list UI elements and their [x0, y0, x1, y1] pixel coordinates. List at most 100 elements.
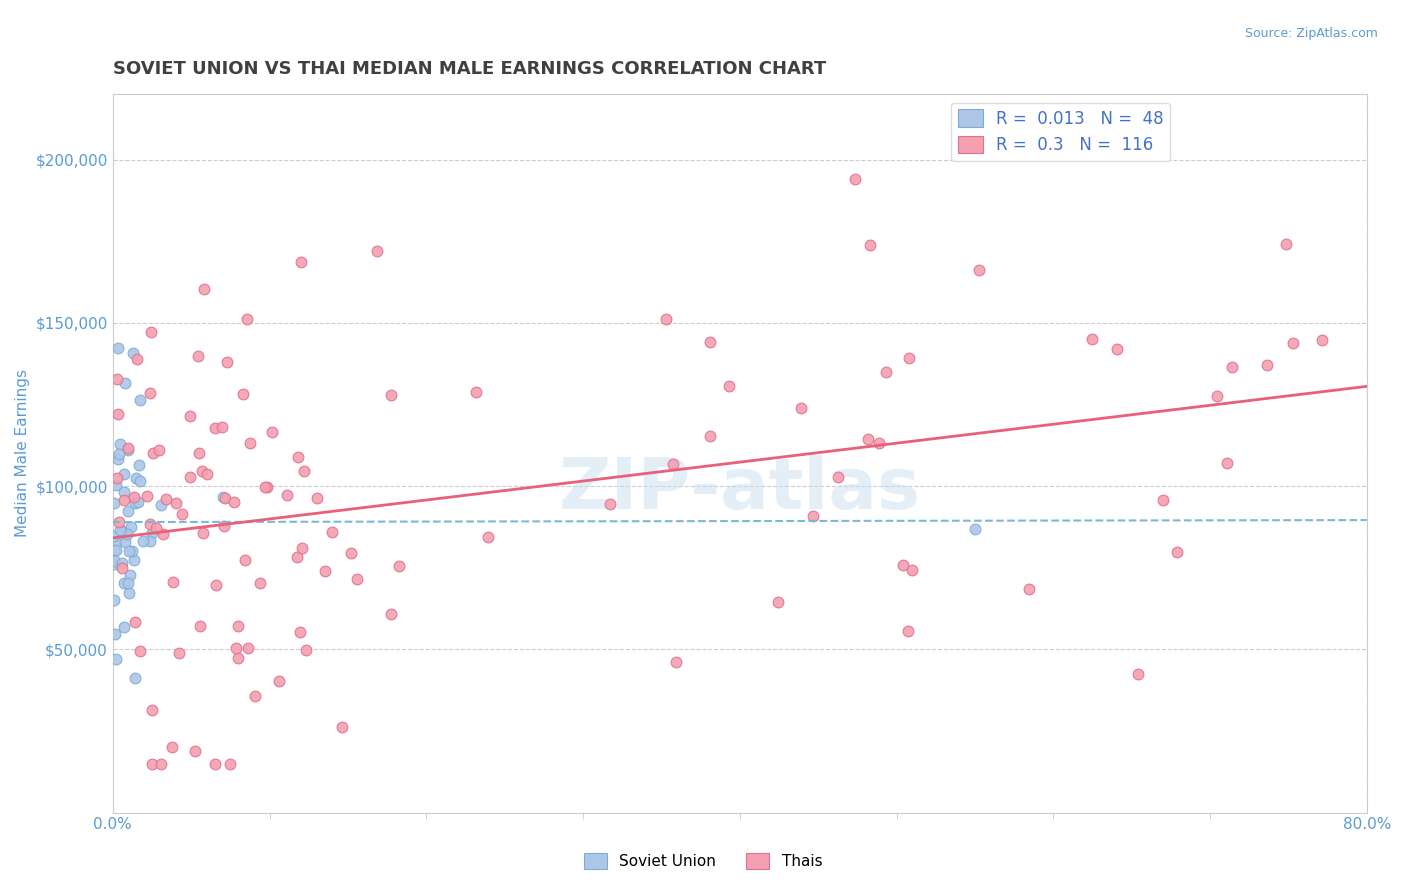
Point [1216, 456, 1239, 470]
Point [124, 615, 146, 629]
Point [1126, 667, 1149, 681]
Point [193, 282, 215, 296]
Point [963, 522, 986, 536]
Point [148, 443, 170, 458]
Point [117, 443, 139, 458]
Point [464, 385, 486, 400]
Point [236, 311, 259, 326]
Point [172, 507, 194, 521]
Point [141, 756, 163, 771]
Point [254, 480, 277, 494]
Point [112, 620, 135, 634]
Point [249, 575, 271, 590]
Point [267, 674, 290, 689]
Point [717, 378, 740, 392]
Point [139, 386, 162, 401]
Point [285, 549, 308, 564]
Point [477, 531, 499, 545]
Point [125, 471, 148, 485]
Point [1081, 332, 1104, 346]
Point [346, 572, 368, 586]
Point [114, 535, 136, 549]
Point [108, 447, 131, 461]
Point [897, 624, 920, 639]
Point [204, 756, 226, 771]
Point [665, 655, 688, 669]
Point [103, 593, 125, 607]
Point [307, 491, 329, 506]
Point [188, 619, 211, 633]
Point [141, 702, 163, 716]
Point [858, 433, 880, 447]
Point [844, 172, 866, 186]
Point [112, 485, 135, 500]
Point [1206, 389, 1229, 403]
Y-axis label: Median Male Earnings: Median Male Earnings [15, 369, 30, 538]
Point [117, 575, 139, 590]
Point [108, 437, 131, 451]
Point [107, 407, 129, 421]
Point [105, 651, 128, 665]
Point [127, 495, 149, 509]
Point [110, 561, 132, 575]
Legend: Soviet Union, Thais: Soviet Union, Thais [578, 847, 828, 875]
Point [233, 553, 256, 567]
Point [287, 450, 309, 464]
Point [115, 527, 138, 541]
Point [118, 544, 141, 558]
Point [330, 720, 353, 734]
Point [179, 470, 201, 484]
Point [766, 595, 789, 609]
Point [654, 311, 676, 326]
Point [1274, 237, 1296, 252]
Point [121, 346, 143, 360]
Point [876, 365, 898, 379]
Point [236, 640, 259, 655]
Point [112, 493, 135, 508]
Point [260, 425, 283, 440]
Point [104, 554, 127, 568]
Point [117, 504, 139, 518]
Point [149, 498, 172, 512]
Point [204, 421, 226, 435]
Point [155, 492, 177, 507]
Point [891, 558, 914, 573]
Point [211, 420, 233, 434]
Point [103, 543, 125, 558]
Point [108, 515, 131, 529]
Point [184, 744, 207, 758]
Point [103, 557, 125, 571]
Point [1152, 492, 1174, 507]
Point [276, 488, 298, 502]
Point [340, 546, 363, 560]
Text: SOVIET UNION VS THAI MEDIAN MALE EARNINGS CORRELATION CHART: SOVIET UNION VS THAI MEDIAN MALE EARNING… [112, 60, 827, 78]
Point [145, 521, 167, 535]
Point [103, 496, 125, 510]
Point [188, 445, 211, 459]
Point [366, 244, 388, 259]
Point [152, 526, 174, 541]
Point [380, 388, 402, 402]
Point [288, 624, 311, 639]
Point [239, 435, 262, 450]
Point [108, 523, 131, 537]
Point [114, 376, 136, 390]
Point [124, 553, 146, 567]
Point [191, 525, 214, 540]
Point [1107, 343, 1129, 357]
Point [124, 496, 146, 510]
Point [868, 435, 890, 450]
Point [901, 563, 924, 577]
Point [128, 643, 150, 657]
Point [167, 646, 190, 660]
Point [132, 534, 155, 549]
Point [136, 489, 159, 503]
Point [105, 542, 128, 557]
Point [599, 497, 621, 511]
Point [124, 672, 146, 686]
Point [256, 480, 278, 494]
Point [103, 529, 125, 543]
Point [142, 446, 165, 460]
Point [162, 574, 184, 589]
Point [127, 351, 149, 366]
